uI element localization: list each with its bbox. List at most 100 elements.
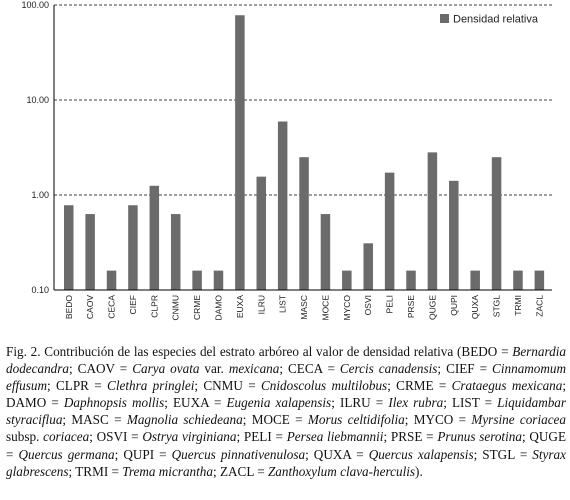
caption-species-name: Eugenia xalapensis xyxy=(226,395,332,411)
caption-code: EUXA xyxy=(172,395,209,411)
caption-species-name: Daphnopsis mollis xyxy=(63,395,165,411)
legend: Densidad relativa xyxy=(440,14,539,26)
y-tick-label: 10.00 xyxy=(26,95,49,105)
caption-code: PRSE xyxy=(390,429,423,445)
x-tick-label: LIST xyxy=(278,295,288,313)
caption-code: DAMO xyxy=(6,395,47,411)
x-tick-label: STGL xyxy=(492,295,502,317)
x-tick-label: CAOV xyxy=(85,295,95,319)
caption-species-name: Quercus xalapensis xyxy=(368,446,474,462)
bar-peli xyxy=(384,172,395,290)
y-tick-label: 100.00 xyxy=(21,0,49,10)
x-tick-label: PELI xyxy=(385,295,395,313)
x-tick-labels: BEDO CAOV CECA CIEF CLPR CNMU CRME DAMO EUXA ILRU… xyxy=(64,295,545,321)
caption-species-name: Bernardia dodecandra xyxy=(6,344,566,377)
caption-species-name: Magnolia schiedeana xyxy=(126,412,243,428)
x-tick-label: QUXA xyxy=(470,295,480,319)
caption-code: PELI xyxy=(243,429,272,445)
x-tick-label: EUXA xyxy=(235,295,245,318)
x-tick-label: CRME xyxy=(192,295,202,320)
caption-code: ZACL xyxy=(219,463,254,479)
bar-cief xyxy=(128,205,138,290)
caption-code: QUGE xyxy=(529,429,567,445)
caption-rank: subsp. xyxy=(6,429,44,445)
caption-code: CRME xyxy=(396,378,434,394)
caption-species-name: Prunus serotina xyxy=(437,429,522,445)
bar-ceca xyxy=(106,270,117,290)
caption-species-name: Cercis canadensis xyxy=(339,361,438,377)
caption-species-name: Morus celtidifolia xyxy=(307,412,405,428)
figure-caption: Fig. 2. Contribución de las especies del… xyxy=(6,344,567,479)
bars xyxy=(64,15,545,291)
bar-bedo xyxy=(64,205,74,290)
bar-quxa xyxy=(470,270,480,290)
caption-code: QUXA xyxy=(313,446,352,462)
bar-crme xyxy=(192,270,202,290)
bar-stgl xyxy=(491,157,502,290)
caption-code: LIST xyxy=(451,395,480,411)
bar-myco xyxy=(342,270,352,290)
caption-code: CNMU xyxy=(203,378,243,394)
caption-suffix: ). xyxy=(415,463,423,479)
x-tick-label: TRMI xyxy=(513,295,523,316)
bar-caov xyxy=(85,214,95,290)
caption-species-name: Cnidoscolus multilobus xyxy=(260,378,388,394)
caption-infraspecific-name: coriacea xyxy=(43,429,90,445)
x-tick-label: QUGE xyxy=(427,295,437,320)
x-tick-label: CECA xyxy=(107,295,117,319)
caption-code: MOCE xyxy=(251,412,290,428)
caption-code: CLPR xyxy=(56,378,89,394)
caption-species-name: Carya ovata xyxy=(132,361,200,377)
caption-code: STGL xyxy=(482,446,515,462)
x-tick-label: ZACL xyxy=(534,295,544,317)
caption-species-name: Persea liebmannii xyxy=(286,429,384,445)
x-tick-label: QUPI xyxy=(449,295,459,316)
bar-chart: 0.10 1.00 10.00 100.00 BEDO CAOV CECA CIEF CLPR… xyxy=(21,0,552,321)
caption-species-name: Trema micrantha xyxy=(122,463,213,479)
caption-code: BEDO xyxy=(461,344,498,359)
legend-swatch xyxy=(440,14,449,23)
caption-prefix: Fig. 2. Contribución de las especies del… xyxy=(6,344,462,359)
bar-prse xyxy=(406,270,416,290)
x-tick-label: PRSE xyxy=(406,295,416,318)
bar-damo xyxy=(213,270,224,290)
bar-list xyxy=(277,121,288,290)
caption-species-name: Clethra pringlei xyxy=(107,378,195,394)
x-tick-label: MYCO xyxy=(342,295,352,321)
bar-moce xyxy=(320,214,331,290)
caption-code: MASC xyxy=(71,412,109,428)
x-tick-label: MASC xyxy=(299,295,309,320)
bar-euxa xyxy=(235,15,245,291)
caption-species-name: Ilex rubra xyxy=(388,395,444,411)
caption-species-name: Crataegus mexicana xyxy=(451,378,563,394)
x-tick-label: CIEF xyxy=(128,295,138,314)
y-tick-label: 0.10 xyxy=(31,285,49,295)
caption-code: ILRU xyxy=(339,395,371,411)
caption-species-name: Myrsine coriacea xyxy=(471,412,566,428)
caption-species-name: Styrax glabrescens xyxy=(6,446,566,479)
caption-code: QUPI xyxy=(123,446,155,462)
bar-clpr xyxy=(149,185,160,290)
bar-quge xyxy=(427,152,438,290)
bar-ilru xyxy=(256,176,267,290)
x-tick-label: BEDO xyxy=(64,295,74,319)
axes xyxy=(53,5,552,291)
x-tick-label: CLPR xyxy=(149,295,159,318)
bar-masc xyxy=(299,157,309,290)
x-tick-label: DAMO xyxy=(213,295,223,321)
bar-osvi xyxy=(363,243,373,290)
x-tick-label: MOCE xyxy=(320,295,330,321)
caption-code: CAOV xyxy=(77,361,115,377)
caption-species-name: Quercus pinnativenulosa xyxy=(171,446,306,462)
x-tick-label: OSVI xyxy=(363,295,373,315)
bar-cnmu xyxy=(170,214,181,290)
caption-species-name: Zanthoxylum clava-herculis xyxy=(267,463,416,479)
bar-zacl xyxy=(534,270,545,290)
y-tick-labels: 0.10 1.00 10.00 100.00 xyxy=(21,0,49,295)
caption-infraspecific-name: mexicana xyxy=(228,361,280,377)
bar-qupi xyxy=(449,180,459,290)
caption-species-name: Quercus germana xyxy=(18,446,115,462)
caption-code: CIEF xyxy=(446,361,475,377)
caption-rank: var. xyxy=(199,361,229,377)
caption-species-name: Ostrya virginiana xyxy=(142,429,237,445)
